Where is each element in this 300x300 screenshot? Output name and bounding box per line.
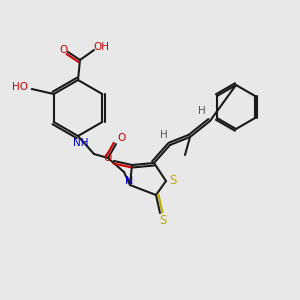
Text: O: O (59, 45, 67, 55)
Text: N: N (125, 176, 133, 186)
Text: S: S (169, 175, 177, 188)
Text: H: H (160, 130, 168, 140)
Text: H: H (198, 106, 206, 116)
Text: OH: OH (93, 42, 109, 52)
Text: NH: NH (73, 138, 89, 148)
Text: HO: HO (12, 82, 28, 92)
Text: O: O (117, 133, 125, 143)
Text: S: S (159, 214, 167, 226)
Text: O: O (104, 153, 112, 163)
